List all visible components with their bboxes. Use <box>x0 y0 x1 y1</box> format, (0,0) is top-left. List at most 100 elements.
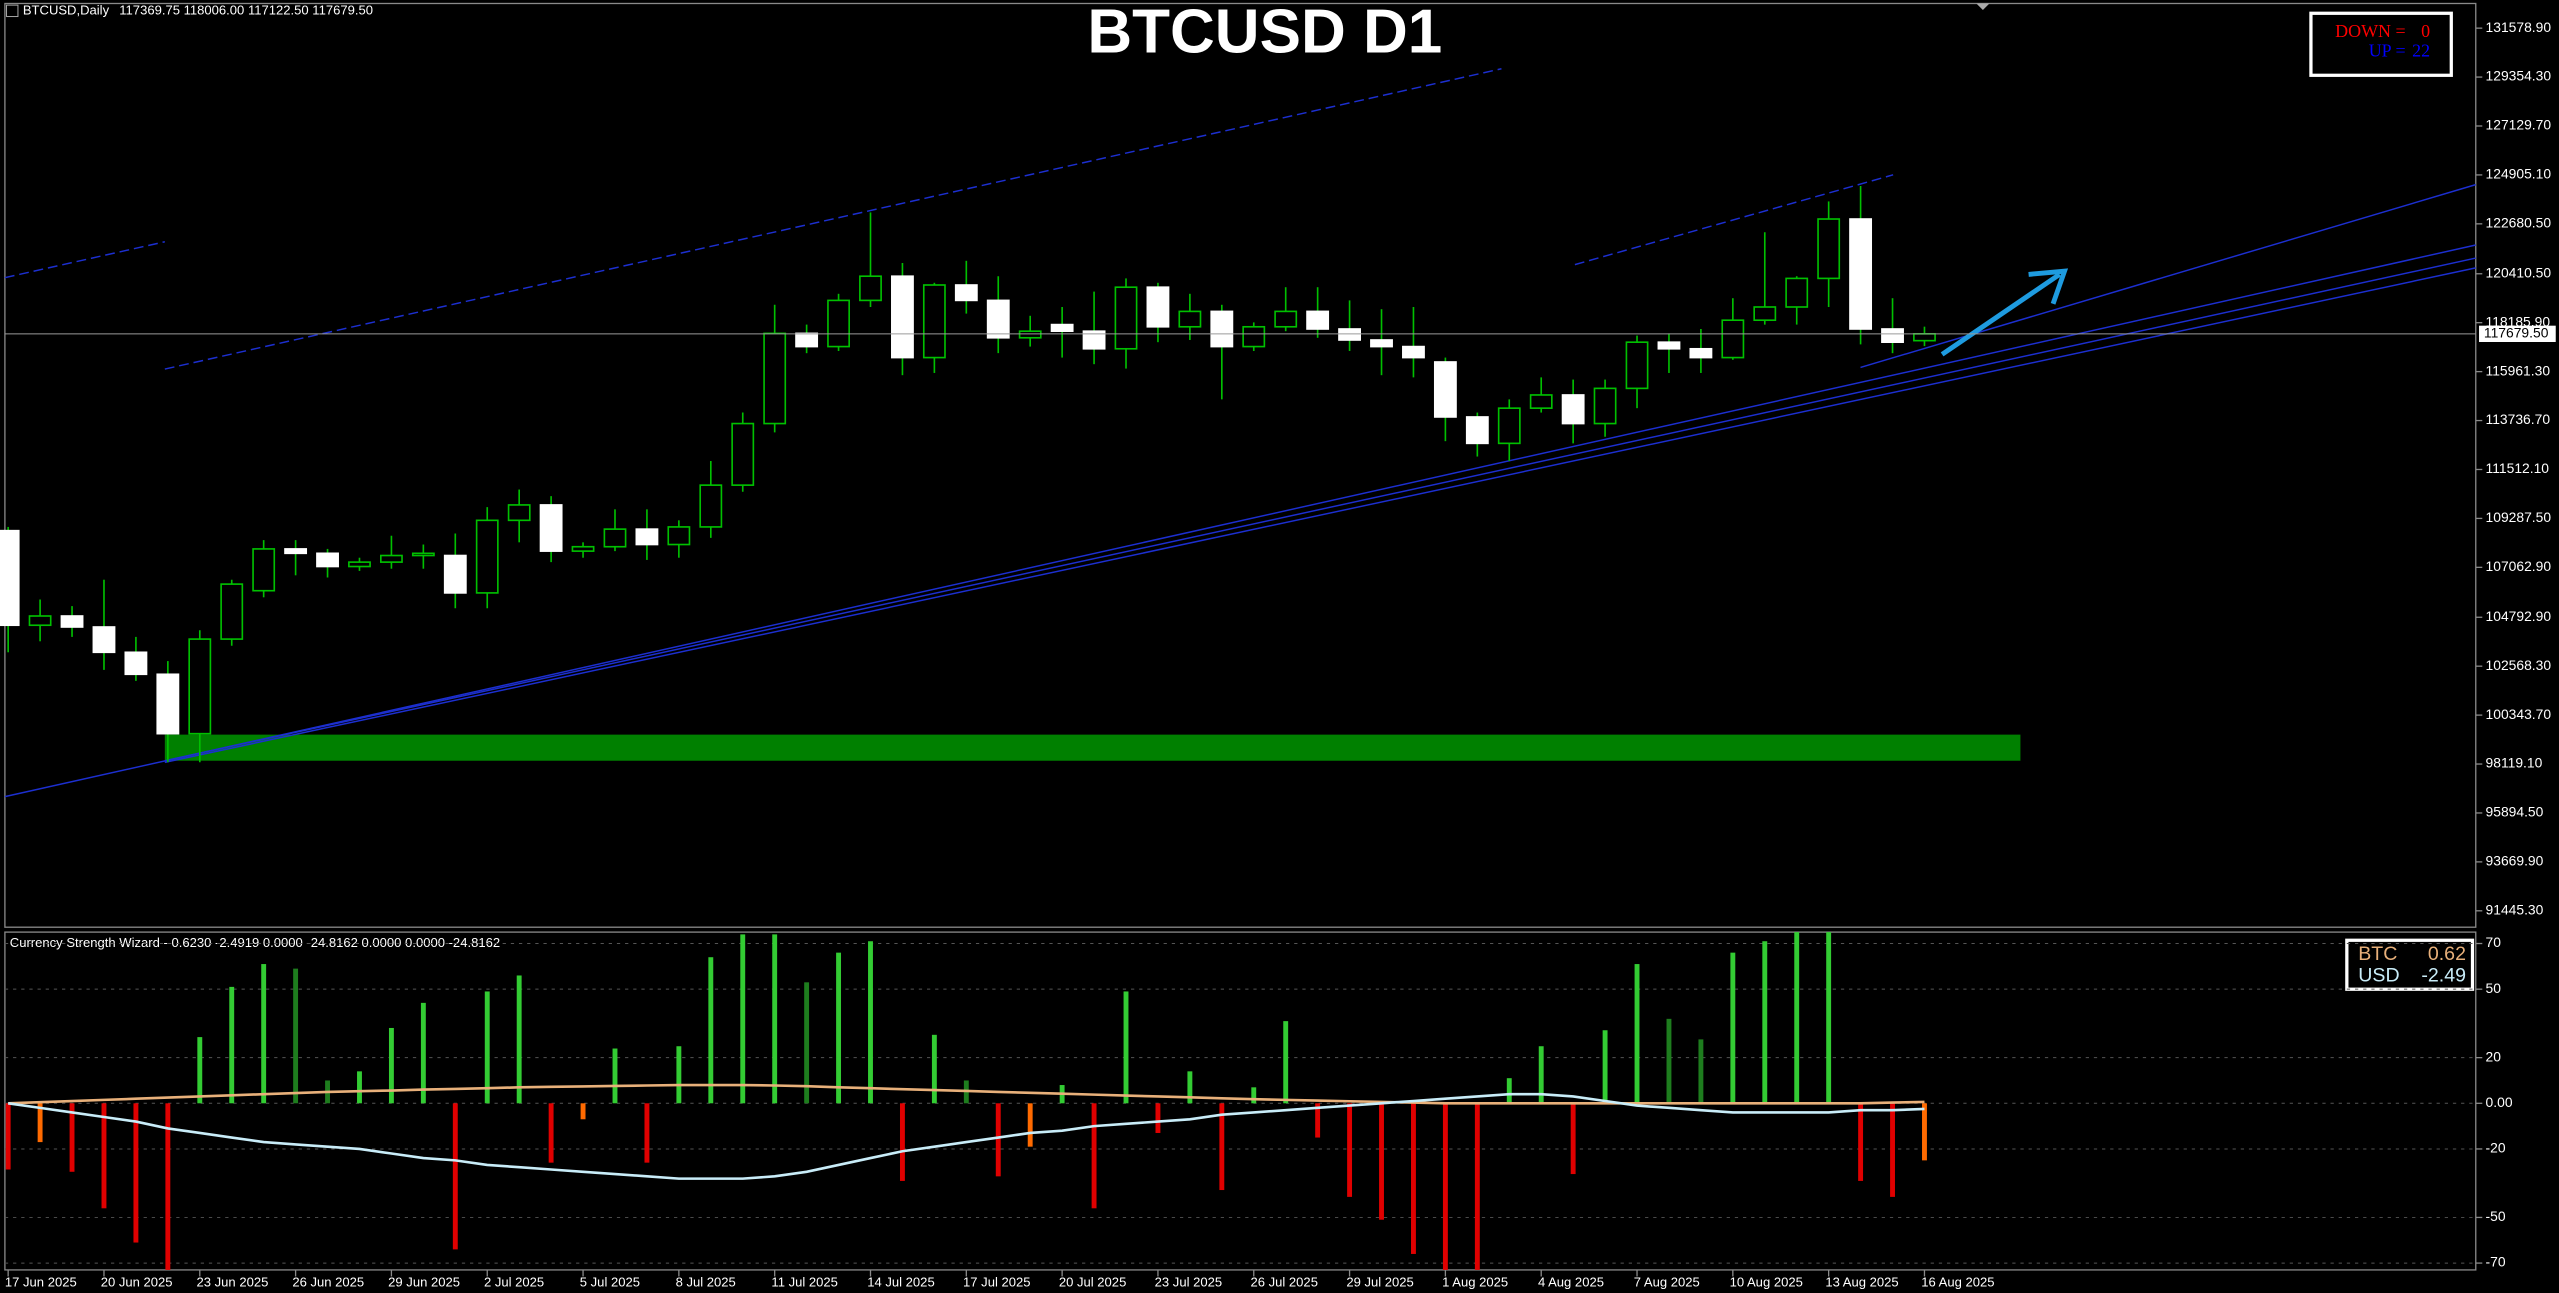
candle-body <box>1817 218 1841 280</box>
y-tick-label: 131578.90 <box>2486 19 2552 35</box>
candle-body <box>1210 310 1234 348</box>
y-tick-label: -50 <box>2486 1208 2506 1224</box>
y-tick-label: 95894.50 <box>2486 804 2544 820</box>
strength-bar <box>931 1034 937 1104</box>
legend-value: 0.62 <box>2428 943 2466 965</box>
strength-bar <box>740 934 746 1104</box>
candle-body <box>1050 323 1074 333</box>
candle-body <box>379 554 403 563</box>
strength-bar <box>1570 1103 1576 1175</box>
y-tick-label: 20 <box>2486 1048 2502 1064</box>
y-tick-label: 109287.50 <box>2486 509 2552 525</box>
strength-bar <box>1155 1103 1161 1133</box>
y-tick-label: 122680.50 <box>2486 215 2552 231</box>
candle-body <box>348 561 371 568</box>
trend-lines <box>4 68 2476 798</box>
strength-bar <box>357 1071 362 1104</box>
channel-line <box>164 68 1502 370</box>
strength-bar <box>484 991 490 1104</box>
current-price-label: 117679.50 <box>2484 324 2549 340</box>
strength-bar <box>1347 1103 1353 1197</box>
strength-bar <box>1027 1103 1033 1147</box>
x-tick-label: 26 Jul 2025 <box>1250 1274 1317 1289</box>
y-tick-label: 120410.50 <box>2486 264 2552 280</box>
legend-label: USD <box>2358 964 2399 986</box>
candle-body <box>1657 341 1681 350</box>
strength-bar <box>1442 1103 1448 1270</box>
strength-bar <box>868 941 873 1104</box>
strength-bar <box>261 964 267 1104</box>
strength-bar <box>197 1037 203 1104</box>
x-tick-label: 29 Jul 2025 <box>1346 1274 1413 1289</box>
signal-value: 0 <box>2421 21 2430 41</box>
candle-body <box>1306 310 1330 330</box>
strength-bar <box>548 1103 554 1163</box>
candle-body <box>156 673 180 735</box>
strength-bar <box>1666 1018 1672 1104</box>
signal-box <box>2309 11 2453 77</box>
candle-body <box>1018 330 1042 339</box>
strength-bar <box>1315 1103 1321 1138</box>
strength-bar <box>1506 1078 1512 1104</box>
candle-body <box>475 519 499 594</box>
x-tick-label: 10 Aug 2025 <box>1730 1274 1803 1289</box>
support-zone <box>164 734 2021 761</box>
x-tick-label: 11 Jul 2025 <box>771 1274 838 1289</box>
trend-line <box>1860 183 2476 369</box>
legend-value: -2.49 <box>2421 964 2466 986</box>
candle-body <box>411 552 435 557</box>
candle-body <box>28 615 52 627</box>
candle-body <box>571 545 595 552</box>
indicator-title: Currency Strength Wizard - 0.6230 -2.491… <box>10 935 500 950</box>
candle-body <box>188 638 212 735</box>
candle-body <box>443 554 467 594</box>
candle-body <box>699 484 723 528</box>
candle-body <box>1274 310 1298 328</box>
y-tick-label: 98119.10 <box>2486 755 2543 771</box>
strength-bar <box>1251 1087 1257 1104</box>
strength-bar <box>1474 1103 1480 1270</box>
candle-body <box>891 275 914 359</box>
y-tick-label: -20 <box>2486 1140 2506 1156</box>
ohlc-value: 117369.75 <box>119 3 180 18</box>
y-tick-label: -70 <box>2486 1254 2506 1270</box>
header-icon <box>6 4 19 18</box>
y-tick-label: 0.00 <box>2486 1094 2513 1110</box>
candle-body <box>603 528 627 548</box>
strength-bar <box>1890 1103 1895 1197</box>
candle-body <box>284 548 308 555</box>
strength-bar <box>1219 1103 1225 1191</box>
strength-bar <box>420 1002 426 1104</box>
strength-bar <box>1826 932 1832 1104</box>
candle-body <box>92 626 116 654</box>
strength-bar <box>1698 1039 1704 1104</box>
candle-body <box>922 284 946 359</box>
candle-body <box>60 615 84 628</box>
strength-bar <box>1602 1030 1608 1104</box>
strength-bar <box>293 968 299 1104</box>
strength-bar <box>1283 1021 1289 1104</box>
legend-label: BTC <box>2358 943 2397 965</box>
y-tick-label: 115961.30 <box>2486 362 2551 378</box>
strength-bar <box>1922 1103 1927 1161</box>
strength-bar <box>1123 991 1129 1104</box>
candle-body <box>1913 333 1936 342</box>
candle-body <box>795 332 819 348</box>
channel-line <box>1574 174 1894 266</box>
strength-bar <box>1187 1071 1193 1104</box>
x-tick-label: 14 Jul 2025 <box>867 1274 934 1289</box>
x-tick-label: 23 Jun 2025 <box>197 1274 269 1289</box>
trend-line <box>164 267 2476 764</box>
strength-bar <box>1858 1103 1864 1181</box>
strength-bar <box>708 957 714 1104</box>
candle-body <box>539 504 563 552</box>
strength-line <box>7 1092 1925 1180</box>
strength-bar <box>37 1103 43 1143</box>
candle-body <box>1785 277 1809 308</box>
x-tick-label: 20 Jun 2025 <box>101 1274 173 1289</box>
candle-body <box>859 275 882 302</box>
y-tick-label: 129354.30 <box>2486 68 2552 84</box>
